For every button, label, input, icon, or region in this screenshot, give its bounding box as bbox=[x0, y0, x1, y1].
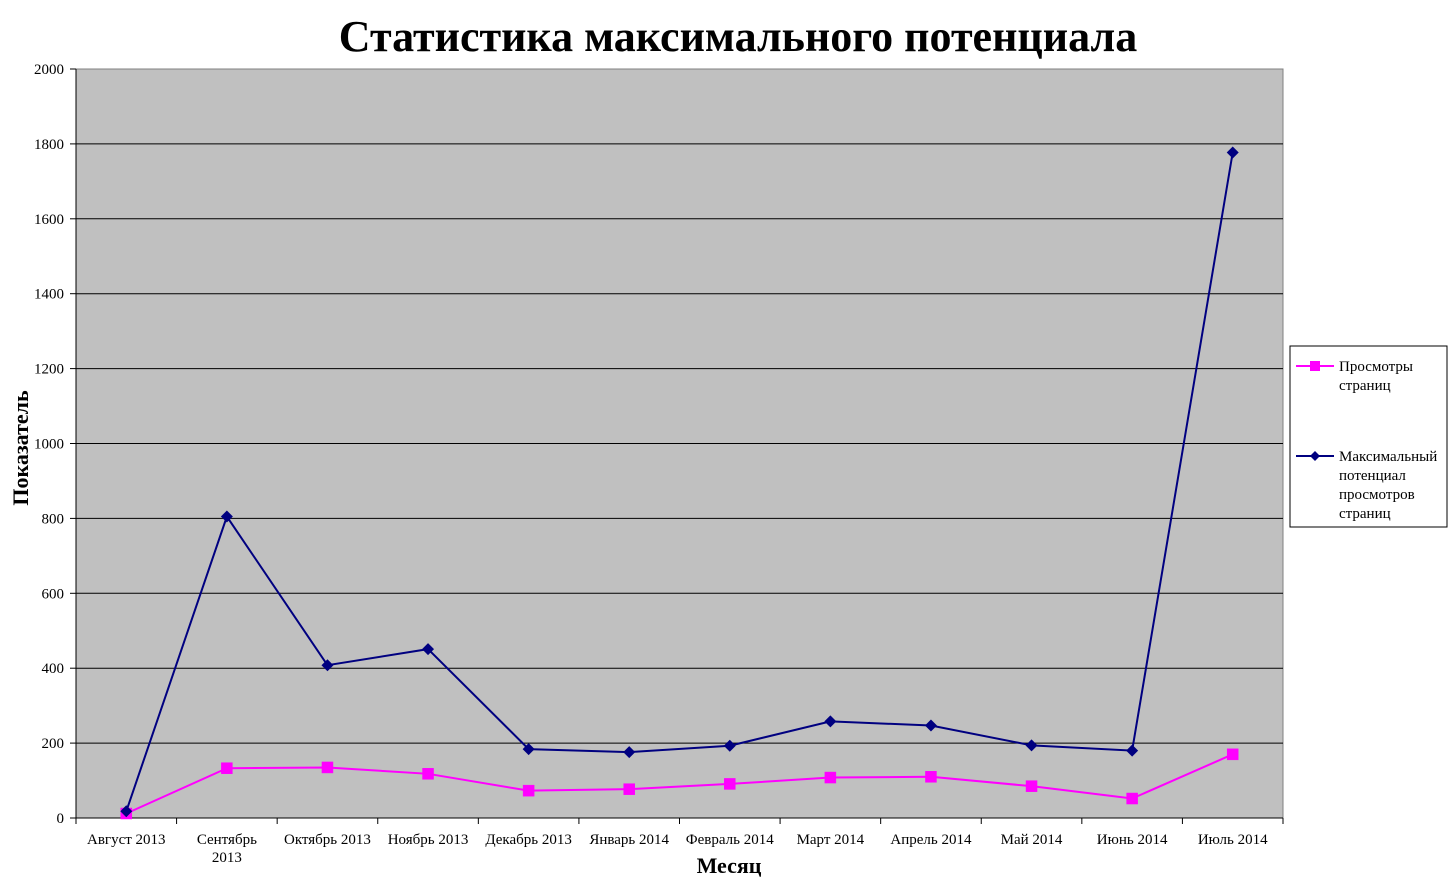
x-tick-label: Октябрь 2013 bbox=[284, 832, 371, 848]
y-tick-label: 1200 bbox=[34, 362, 64, 378]
series-1 bbox=[120, 748, 1239, 820]
x-tick-label: Март 2014 bbox=[797, 832, 865, 848]
y-tick-label: 1400 bbox=[34, 287, 64, 303]
y-tick-label: 600 bbox=[42, 586, 65, 602]
legend-box bbox=[1289, 345, 1448, 528]
x-tick-label: Декабрь 2013 bbox=[485, 832, 572, 848]
data-point bbox=[925, 771, 937, 783]
data-point bbox=[220, 510, 233, 523]
data-point bbox=[623, 783, 635, 795]
x-tick-label: Февраль 2014 bbox=[686, 832, 774, 848]
x-tick-label: Апрель 2014 bbox=[890, 832, 972, 848]
legend-marker bbox=[1310, 451, 1320, 461]
data-point bbox=[321, 761, 334, 774]
series-layer bbox=[120, 146, 1239, 820]
grid-lines bbox=[76, 143, 1283, 744]
data-point bbox=[321, 659, 334, 672]
y-tick-label: 1000 bbox=[34, 437, 64, 453]
legend-marker bbox=[1310, 361, 1320, 371]
data-point bbox=[623, 746, 636, 759]
x-axis-title: Месяц bbox=[697, 853, 762, 878]
data-point bbox=[1226, 748, 1239, 761]
y-tick-label: 200 bbox=[42, 736, 65, 752]
x-tick-label: Сентябрь 2013 bbox=[197, 832, 257, 866]
data-point bbox=[422, 768, 434, 780]
data-point bbox=[522, 784, 535, 797]
y-tick-label: 2000 bbox=[34, 62, 64, 78]
data-point bbox=[1226, 146, 1239, 159]
data-point bbox=[1025, 780, 1038, 792]
data-point bbox=[422, 643, 435, 656]
y-tick-label: 400 bbox=[42, 661, 65, 677]
y-tick-label: 800 bbox=[42, 511, 65, 527]
legend: Просмотры страниц Максимальный потенциал про… bbox=[1289, 345, 1448, 528]
legend-label: Просмотры страниц bbox=[1339, 359, 1413, 394]
x-tick-label: Январь 2014 bbox=[589, 832, 669, 848]
x-tick-label: Май 2014 bbox=[1001, 832, 1063, 848]
data-point bbox=[1025, 739, 1038, 752]
data-point bbox=[723, 739, 736, 752]
data-point bbox=[824, 715, 837, 728]
data-point bbox=[724, 778, 736, 790]
legend-label: Максимальный потенциал просмотров страниц bbox=[1339, 449, 1437, 522]
x-tick-label: Июнь 2014 bbox=[1097, 832, 1168, 848]
data-point bbox=[522, 743, 535, 756]
data-point bbox=[824, 771, 837, 784]
x-tick-label: Июль 2014 bbox=[1198, 832, 1268, 848]
series-line bbox=[125, 753, 1234, 815]
chart-title: Статистика максимального потенциала bbox=[339, 12, 1137, 61]
series-line bbox=[125, 152, 1234, 812]
x-tick-label: Август 2013 bbox=[87, 832, 166, 848]
y-axis-ticks: 0 200 400 600 800 1000 1200 1400 1600 1800 2000 bbox=[34, 62, 77, 827]
data-point bbox=[120, 805, 133, 818]
y-axis-title: Показатель bbox=[8, 390, 33, 506]
series-2 bbox=[120, 146, 1239, 818]
data-point bbox=[221, 762, 233, 774]
y-tick-label: 1600 bbox=[34, 212, 64, 228]
x-axis-ticks: Август 2013 Сентябрь 2013 Октябрь 2013 Ноябр… bbox=[75, 817, 1284, 866]
x-tick-label: Ноябрь 2013 bbox=[388, 832, 469, 848]
y-tick-label: 0 bbox=[57, 811, 65, 827]
data-point bbox=[1126, 744, 1139, 757]
y-tick-label: 1800 bbox=[34, 137, 64, 153]
data-point bbox=[1126, 792, 1138, 805]
data-point bbox=[924, 719, 937, 732]
